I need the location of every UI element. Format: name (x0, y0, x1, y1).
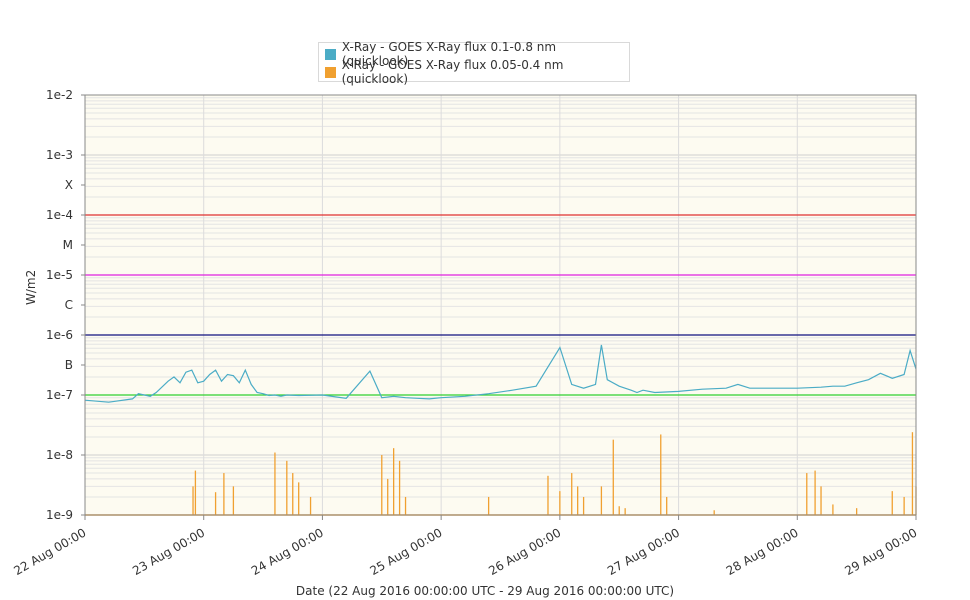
y-tick-label: 1e-9 (46, 508, 73, 522)
y-tick-label: B (65, 358, 73, 372)
y-tick-label: 1e-3 (46, 148, 73, 162)
plot-area (85, 95, 916, 515)
y-tick-label: 1e-8 (46, 448, 73, 462)
x-tick-label: 22 Aug 00:00 (11, 525, 88, 578)
x-tick-label: 29 Aug 00:00 (842, 525, 919, 578)
x-tick-label: 24 Aug 00:00 (249, 525, 326, 578)
x-tick-label: 28 Aug 00:00 (724, 525, 801, 578)
legend: X-Ray - GOES X-Ray flux 0.1-0.8 nm (quic… (318, 40, 630, 86)
legend-item-series-1[interactable]: X-Ray - GOES X-Ray flux 0.1-0.8 nm (quic… (325, 40, 623, 68)
legend-label-series-1: X-Ray - GOES X-Ray flux 0.1-0.8 nm (quic… (341, 40, 557, 68)
y-tick-label: X (65, 178, 73, 192)
legend-item-series-2[interactable]: X-Ray - GOES X-Ray flux 0.05-0.4 nm (qui… (325, 58, 623, 86)
y-tick-label: 1e-4 (46, 208, 73, 222)
y-axis-title: W/m2 (24, 269, 38, 305)
x-tick-label: 26 Aug 00:00 (486, 525, 563, 578)
x-axis-title: Date (22 Aug 2016 00:00:00 UTC - 29 Aug … (295, 584, 675, 598)
x-tick-label: 25 Aug 00:00 (368, 525, 445, 578)
y-tick-label: 1e-2 (46, 88, 73, 102)
legend-swatch-series-2 (325, 66, 336, 78)
y-tick-label: M (63, 238, 73, 252)
y-tick-label: 1e-5 (46, 268, 73, 282)
x-tick-label: 27 Aug 00:00 (605, 525, 682, 578)
x-tick-label: 23 Aug 00:00 (130, 525, 207, 578)
legend-label-series-2: X-Ray - GOES X-Ray flux 0.05-0.4 nm (qui… (341, 58, 564, 86)
legend-swatch-series-1 (325, 48, 336, 60)
series-line-short (84, 344, 917, 403)
y-tick-label: 1e-6 (46, 328, 73, 342)
y-tick-label: 1e-7 (46, 388, 73, 402)
y-tick-label: C (65, 298, 73, 312)
